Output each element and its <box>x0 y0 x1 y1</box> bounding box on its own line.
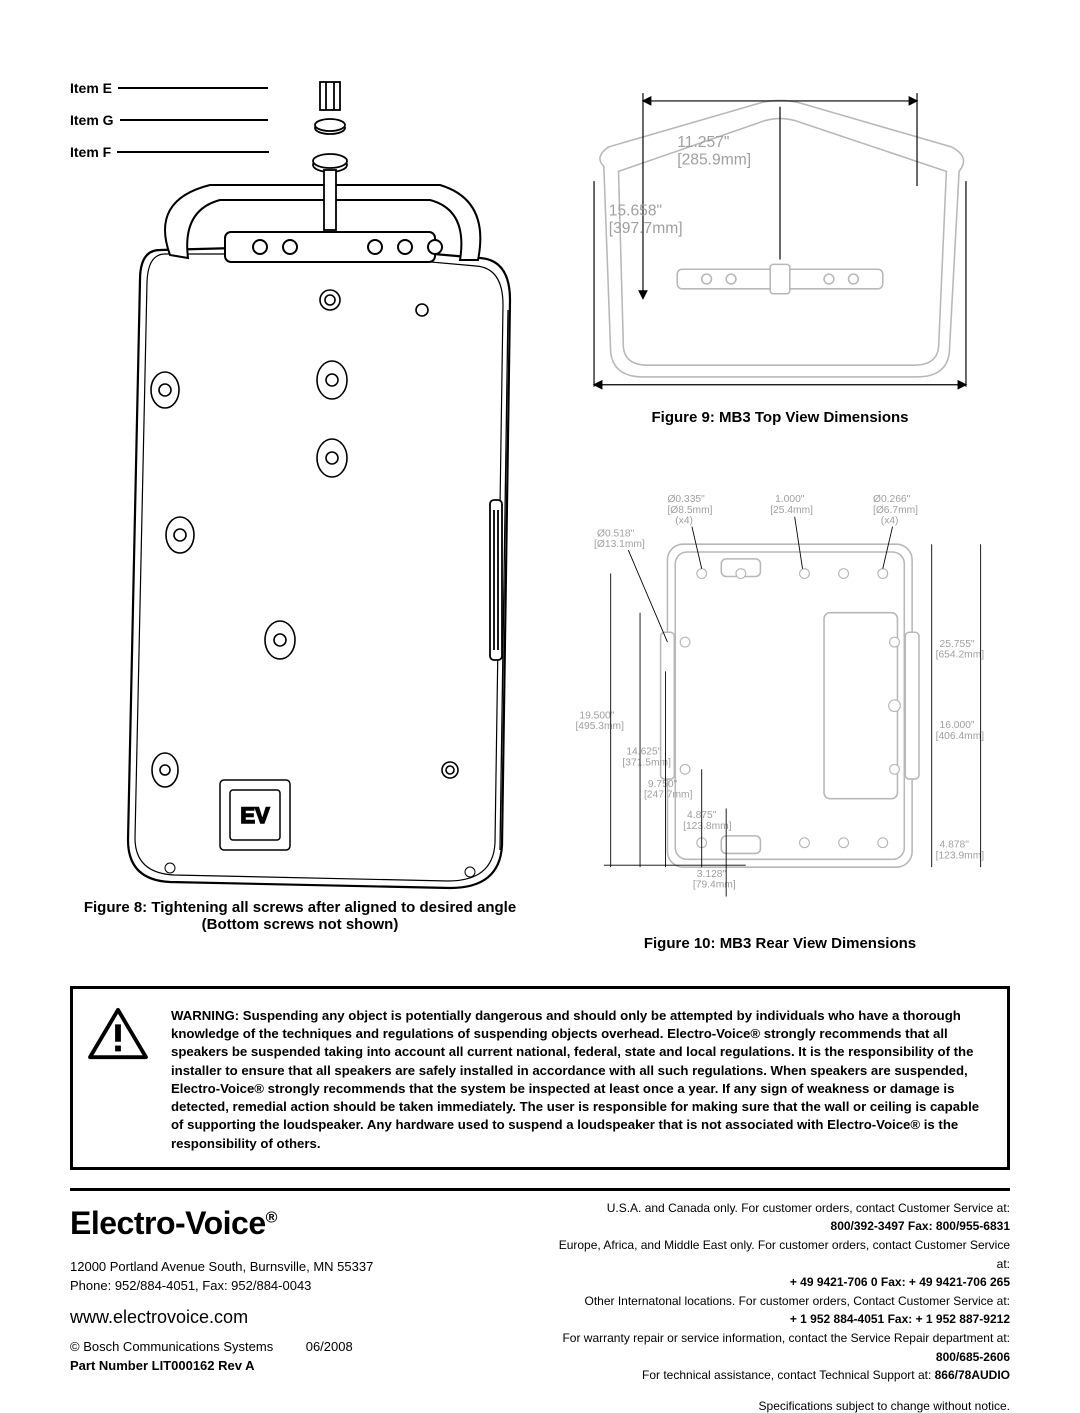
svg-text:(x4): (x4) <box>881 516 899 527</box>
item-f-text: Item F <box>70 144 111 160</box>
item-f-label: Item F <box>70 144 269 160</box>
figure-9-caption: Figure 9: MB3 Top View Dimensions <box>550 409 1010 426</box>
doc-date: 06/2008 <box>306 1339 353 1354</box>
svg-text:[247.7mm]: [247.7mm] <box>644 790 693 801</box>
svg-text:[Ø13.1mm]: [Ø13.1mm] <box>594 539 645 550</box>
website: www.electrovoice.com <box>70 1304 525 1331</box>
footer: Electro-Voice® 12000 Portland Avenue Sou… <box>70 1199 1010 1385</box>
address: 12000 Portland Avenue South, Burnsville,… <box>70 1257 525 1277</box>
svg-text:Ø0.335": Ø0.335" <box>667 494 705 505</box>
svg-text:(x4): (x4) <box>675 516 693 527</box>
dim-15658: 15.658" <box>609 202 662 219</box>
fig8-title: Tightening all screws after aligned to d… <box>151 899 516 916</box>
svg-text:4.878": 4.878" <box>940 840 970 851</box>
contact-intl-num: + 1 952 884-4051 Fax: + 1 952 887-9212 <box>555 1310 1010 1329</box>
svg-text:[79.4mm]: [79.4mm] <box>693 880 736 891</box>
svg-text:14.625": 14.625" <box>626 747 661 758</box>
figure-10-panel: Ø0.335" [Ø8.5mm] (x4) 1.000" [25.4mm] Ø0… <box>550 456 1010 952</box>
footer-right: U.S.A. and Canada only. For customer ord… <box>555 1199 1010 1385</box>
item-e-label: Item E <box>70 80 269 96</box>
copyright-line: © Bosch Communications Systems 06/2008 <box>70 1337 525 1357</box>
svg-text:[406.4mm]: [406.4mm] <box>936 731 985 742</box>
footer-rule <box>70 1188 1010 1191</box>
phone-fax: Phone: 952/884-4051, Fax: 952/884-0043 <box>70 1276 525 1296</box>
fig10-num: Figure 10: <box>644 935 716 952</box>
leader-line <box>118 87 268 89</box>
svg-text:EV: EV <box>240 803 270 828</box>
warning-box: WARNING: Suspending any object is potent… <box>70 986 1010 1170</box>
contact-warranty-num: 800/685-2606 <box>555 1348 1010 1367</box>
svg-text:Ø0.518": Ø0.518" <box>597 528 635 539</box>
dim-11257: 11.257" <box>677 134 729 151</box>
contact-warranty-line: For warranty repair or service informati… <box>555 1329 1010 1348</box>
leader-line <box>120 119 268 121</box>
svg-text:[123.9mm]: [123.9mm] <box>936 850 985 861</box>
svg-text:[495.3mm]: [495.3mm] <box>575 721 624 732</box>
svg-text:25.755": 25.755" <box>940 639 975 650</box>
brand-logo: Electro-Voice® <box>70 1199 525 1247</box>
warning-text: WARNING: Suspending any object is potent… <box>171 1007 993 1153</box>
part-number: Part Number LIT000162 Rev A <box>70 1356 525 1376</box>
figure-10-drawing: Ø0.335" [Ø8.5mm] (x4) 1.000" [25.4mm] Ø0… <box>550 456 1010 926</box>
spec-note: Specifications subject to change without… <box>70 1399 1010 1413</box>
svg-text:[Ø6.7mm]: [Ø6.7mm] <box>873 505 918 516</box>
svg-text:Ø0.266": Ø0.266" <box>873 494 911 505</box>
fig8-num: Figure 8: <box>84 899 147 916</box>
contact-eu-line: Europe, Africa, and Middle East only. Fo… <box>555 1236 1010 1273</box>
footer-left: Electro-Voice® 12000 Portland Avenue Sou… <box>70 1199 525 1385</box>
contact-eu-num: + 49 9421-706 0 Fax: + 49 9421-706 265 <box>555 1273 1010 1292</box>
contact-us-num: 800/392-3497 Fax: 800/955-6831 <box>555 1217 1010 1236</box>
dim-15658m: [397.7mm] <box>609 220 683 237</box>
figure-9-panel: 11.257" [285.9mm] 15.658" [397.7mm] Figu… <box>550 70 1010 426</box>
svg-text:9.750": 9.750" <box>648 779 678 790</box>
svg-text:3.128": 3.128" <box>697 869 727 880</box>
svg-text:[371.5mm]: [371.5mm] <box>622 757 671 768</box>
svg-text:[123.8mm]: [123.8mm] <box>683 821 732 832</box>
copyright: © Bosch Communications Systems <box>70 1339 273 1354</box>
svg-text:19.500": 19.500" <box>579 710 614 721</box>
contact-tech-line: For technical assistance, contact Techni… <box>555 1366 1010 1385</box>
item-e-text: Item E <box>70 80 112 96</box>
item-g-label: Item G <box>70 112 269 128</box>
fig9-title: MB3 Top View Dimensions <box>719 409 908 426</box>
item-labels: Item E Item G Item F <box>70 80 269 176</box>
figure-10-caption: Figure 10: MB3 Rear View Dimensions <box>550 935 1010 952</box>
dim-11257m: [285.9mm] <box>677 152 751 169</box>
fig8-sub: (Bottom screws not shown) <box>202 916 399 933</box>
svg-text:16.000": 16.000" <box>940 720 975 731</box>
fig9-num: Figure 9: <box>652 409 715 426</box>
figure-8-caption: Figure 8: Tightening all screws after al… <box>70 899 530 933</box>
svg-text:[654.2mm]: [654.2mm] <box>936 650 985 661</box>
svg-text:1.000": 1.000" <box>775 494 805 505</box>
svg-text:[25.4mm]: [25.4mm] <box>770 505 813 516</box>
fig10-title: MB3 Rear View Dimensions <box>720 935 916 952</box>
figure-8-drawing: EV <box>70 70 530 890</box>
svg-text:[Ø8.5mm]: [Ø8.5mm] <box>667 505 712 516</box>
figure-9-drawing: 11.257" [285.9mm] 15.658" [397.7mm] <box>550 70 1010 400</box>
leader-line <box>117 151 269 153</box>
figure-8-panel: Item E Item G Item F <box>70 70 530 960</box>
item-g-text: Item G <box>70 112 114 128</box>
contact-intl-line: Other Internatonal locations. For custom… <box>555 1292 1010 1311</box>
brand-text: Electro-Voice <box>70 1205 266 1241</box>
contact-us-line: U.S.A. and Canada only. For customer ord… <box>555 1199 1010 1218</box>
warning-icon <box>87 1007 149 1064</box>
